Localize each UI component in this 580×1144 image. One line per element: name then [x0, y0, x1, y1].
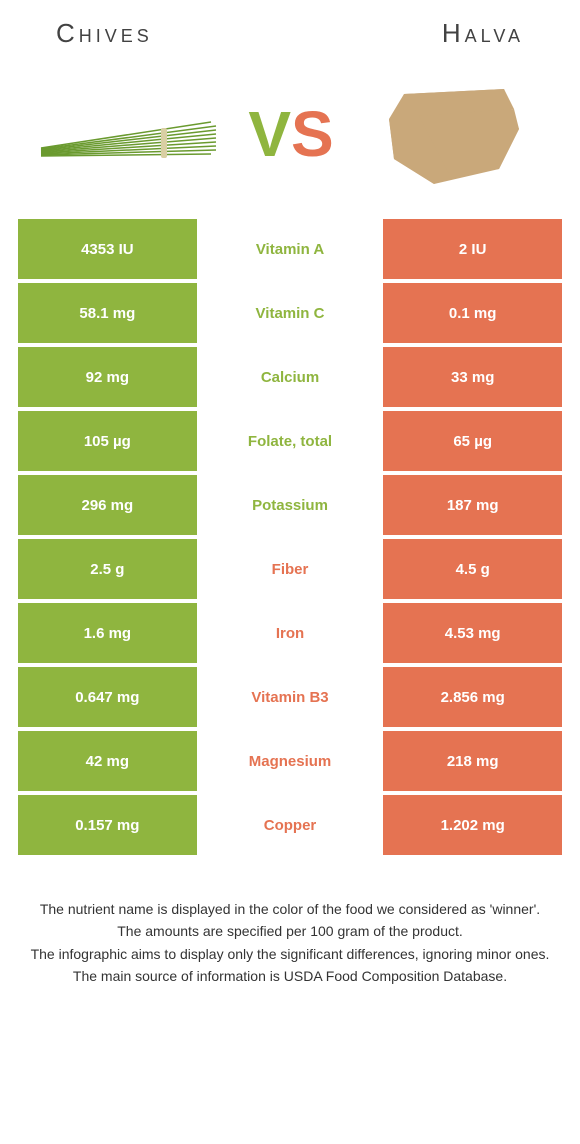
nutrient-name: Folate, total [201, 411, 380, 471]
nutrient-name: Vitamin C [201, 283, 380, 343]
right-value: 2 IU [383, 219, 562, 279]
vs-label: VS [242, 97, 337, 171]
nutrient-name: Calcium [201, 347, 380, 407]
right-value: 1.202 mg [383, 795, 562, 855]
table-row: 1.6 mgIron4.53 mg [18, 603, 562, 663]
footer-line: The amounts are specified per 100 gram o… [28, 921, 552, 941]
footer-notes: The nutrient name is displayed in the co… [0, 859, 580, 988]
table-row: 0.647 mgVitamin B32.856 mg [18, 667, 562, 727]
nutrient-name: Vitamin B3 [201, 667, 380, 727]
right-food-title: Halva [442, 18, 524, 49]
vs-s: S [291, 97, 332, 171]
right-value: 0.1 mg [383, 283, 562, 343]
right-value: 33 mg [383, 347, 562, 407]
footer-line: The nutrient name is displayed in the co… [28, 899, 552, 919]
header: Chives Halva [0, 0, 580, 49]
right-value: 65 µg [383, 411, 562, 471]
nutrient-name: Potassium [201, 475, 380, 535]
nutrient-name: Magnesium [201, 731, 380, 791]
right-value: 187 mg [383, 475, 562, 535]
table-row: 58.1 mgVitamin C0.1 mg [18, 283, 562, 343]
table-row: 2.5 gFiber4.5 g [18, 539, 562, 599]
right-value: 2.856 mg [383, 667, 562, 727]
halva-image [348, 79, 550, 189]
left-value: 2.5 g [18, 539, 197, 599]
right-value: 4.53 mg [383, 603, 562, 663]
footer-line: The infographic aims to display only the… [28, 944, 552, 964]
nutrient-name: Vitamin A [201, 219, 380, 279]
table-row: 105 µgFolate, total65 µg [18, 411, 562, 471]
table-row: 92 mgCalcium33 mg [18, 347, 562, 407]
right-value: 4.5 g [383, 539, 562, 599]
left-value: 296 mg [18, 475, 197, 535]
table-row: 4353 IUVitamin A2 IU [18, 219, 562, 279]
left-value: 0.647 mg [18, 667, 197, 727]
left-value: 92 mg [18, 347, 197, 407]
hero-row: VS [0, 49, 580, 219]
table-row: 42 mgMagnesium218 mg [18, 731, 562, 791]
footer-line: The main source of information is USDA F… [28, 966, 552, 986]
left-value: 105 µg [18, 411, 197, 471]
table-row: 296 mgPotassium187 mg [18, 475, 562, 535]
nutrient-name: Copper [201, 795, 380, 855]
chives-image [30, 79, 232, 189]
nutrient-name: Iron [201, 603, 380, 663]
left-food-title: Chives [56, 18, 153, 49]
left-value: 1.6 mg [18, 603, 197, 663]
comparison-table: 4353 IUVitamin A2 IU58.1 mgVitamin C0.1 … [18, 219, 562, 859]
left-value: 58.1 mg [18, 283, 197, 343]
right-value: 218 mg [383, 731, 562, 791]
nutrient-name: Fiber [201, 539, 380, 599]
left-value: 0.157 mg [18, 795, 197, 855]
table-row: 0.157 mgCopper1.202 mg [18, 795, 562, 855]
left-value: 42 mg [18, 731, 197, 791]
vs-v: V [248, 97, 289, 171]
left-value: 4353 IU [18, 219, 197, 279]
